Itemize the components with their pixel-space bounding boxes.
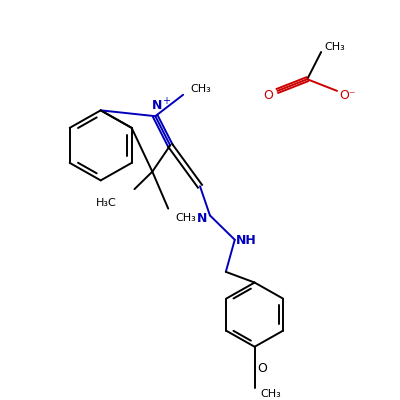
Text: +: + [162, 96, 170, 106]
Text: O: O [264, 89, 274, 102]
Text: O⁻: O⁻ [340, 89, 356, 102]
Text: CH₃: CH₃ [191, 84, 211, 94]
Text: N: N [197, 212, 207, 225]
Text: N: N [152, 99, 162, 112]
Text: NH: NH [236, 234, 257, 247]
Text: O: O [258, 362, 268, 375]
Text: CH₃: CH₃ [176, 213, 196, 223]
Text: CH₃: CH₃ [325, 42, 346, 52]
Text: H₃C: H₃C [96, 198, 116, 208]
Text: CH₃: CH₃ [260, 390, 281, 400]
